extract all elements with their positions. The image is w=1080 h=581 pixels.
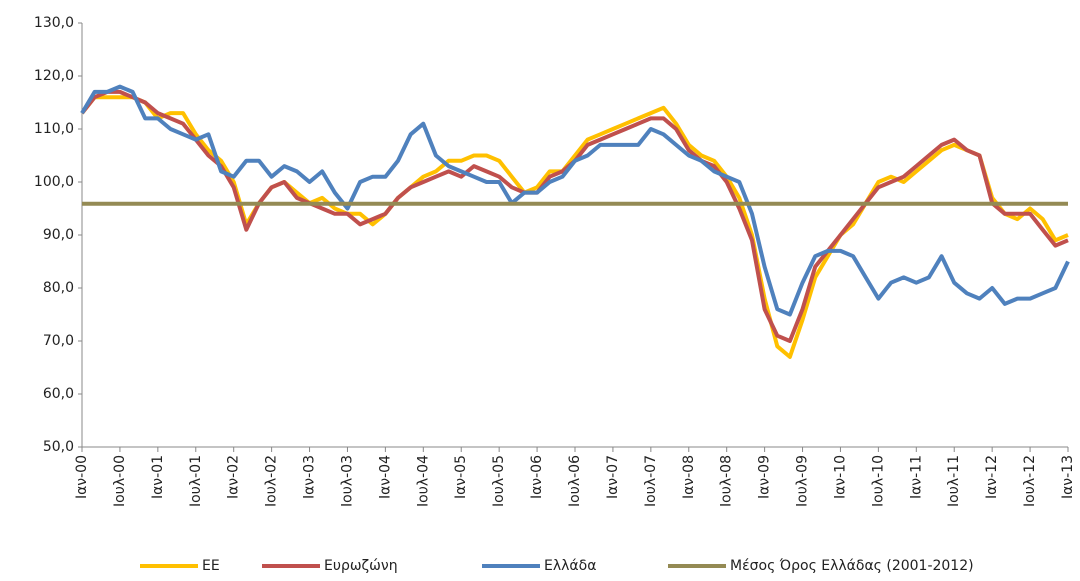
x-tick-label: Ιουλ-07 <box>643 455 659 507</box>
x-tick-label: Ιουλ-08 <box>719 455 735 507</box>
x-tick-label: Ιαν-07 <box>605 455 621 499</box>
x-tick-label: Ιουλ-00 <box>112 455 128 507</box>
x-tick-label: Ιουλ-10 <box>870 455 886 507</box>
series-line <box>80 89 1069 343</box>
y-tick-label: 130,0 <box>34 15 74 31</box>
x-tick-label: Ιαν-09 <box>757 455 773 499</box>
legend-label: Ελλάδα <box>544 558 596 574</box>
x-tick-label: Ιαν-01 <box>150 455 166 499</box>
x-tick-label: Ιαν-11 <box>908 455 924 499</box>
x-tick-label: Ιουλ-09 <box>795 455 811 507</box>
legend-label: Ευρωζώνη <box>324 558 398 574</box>
x-tick-label: Ιαν-03 <box>302 455 318 499</box>
y-tick-label: 110,0 <box>34 121 74 137</box>
series-line <box>80 84 1070 317</box>
x-tick-label: Ιουλ-11 <box>946 455 962 507</box>
y-tick-label: 70,0 <box>43 333 74 349</box>
x-tick-label: Ιαν-08 <box>681 455 697 499</box>
x-tick-label: Ιουλ-12 <box>1022 455 1038 507</box>
series-line <box>80 95 1069 359</box>
x-tick-label: Ιαν-06 <box>529 455 545 499</box>
x-tick-label: Ιουλ-06 <box>567 455 583 507</box>
legend-label: Μέσος Όρος Ελλάδας (2001-2012) <box>730 558 974 574</box>
x-tick-label: Ιαν-04 <box>377 455 393 499</box>
x-tick-label: Ιαν-12 <box>984 455 1000 499</box>
x-tick-label: Ιαν-05 <box>453 455 469 499</box>
y-tick-label: 100,0 <box>34 174 74 190</box>
x-tick-label: Ιαν-10 <box>832 455 848 499</box>
y-tick-label: 50,0 <box>43 439 74 455</box>
x-tick-label: Ιουλ-01 <box>188 455 204 507</box>
x-tick-label: Ιαν-00 <box>74 455 90 499</box>
x-tick-label: Ιουλ-03 <box>339 455 355 507</box>
y-tick-label: 60,0 <box>43 386 74 402</box>
x-tick-label: Ιουλ-02 <box>264 455 280 507</box>
x-tick-label: Ιαν-13 <box>1060 455 1076 499</box>
y-tick-label: 90,0 <box>43 227 74 243</box>
x-tick-label: Ιουλ-04 <box>415 455 431 507</box>
y-tick-label: 80,0 <box>43 280 74 296</box>
x-tick-label: Ιουλ-05 <box>491 455 507 507</box>
legend-label: ΕΕ <box>202 558 220 574</box>
y-tick-label: 120,0 <box>34 68 74 84</box>
x-tick-label: Ιαν-02 <box>226 455 242 499</box>
